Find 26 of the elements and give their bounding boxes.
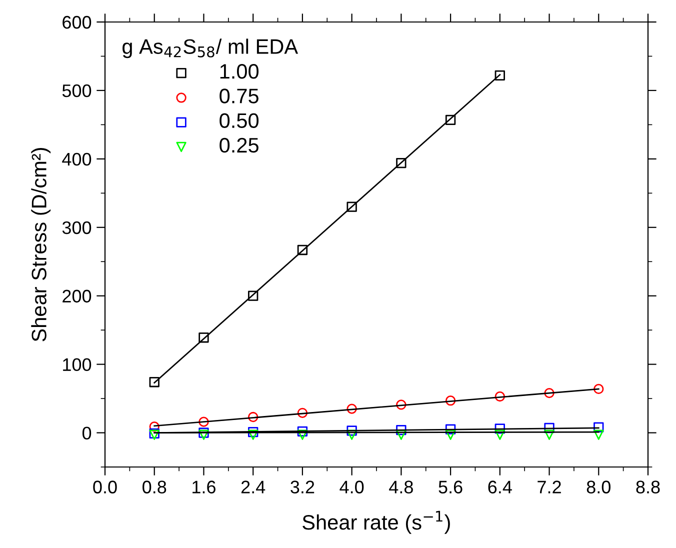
legend-label: 0.50 [220,113,259,128]
x-tick-label: 5.6 [438,480,462,494]
x-tick-label: 4.8 [389,480,413,494]
x-tick-label: 8.0 [586,480,610,494]
y-tick-label: 500 [62,84,92,98]
legend-label: 1.00 [220,64,259,79]
y-axis-title: Shear Stress (D/cm²) [31,148,51,342]
y-tick-label: 100 [63,358,92,372]
x-axis-title: Shear rate (s$^{−1}$) [302,510,450,534]
y-tick-label: 300 [62,221,92,234]
legend-label: 0.25 [220,138,258,153]
x-tick-label: 3.2 [290,480,314,494]
x-tick-label: 2.4 [241,480,266,494]
x-tick-label: 8.8 [636,480,660,494]
y-tick-label: 200 [62,290,92,303]
legend-title: g As$_{42}$S$_{58}$/ ml EDA [122,38,298,58]
x-tick-label: 7.2 [538,480,561,494]
y-tick-label: 400 [62,152,92,166]
x-tick-label: 0.8 [142,480,166,494]
x-tick-label: 4.0 [340,480,364,494]
y-tick-label: 0 [82,426,92,440]
x-tick-label: 1.6 [192,480,216,494]
x-tick-label: 0.0 [93,480,117,494]
legend-label: 0.75 [220,88,258,104]
y-tick-label: 600 [62,16,92,29]
x-tick-label: 6.4 [488,480,512,494]
